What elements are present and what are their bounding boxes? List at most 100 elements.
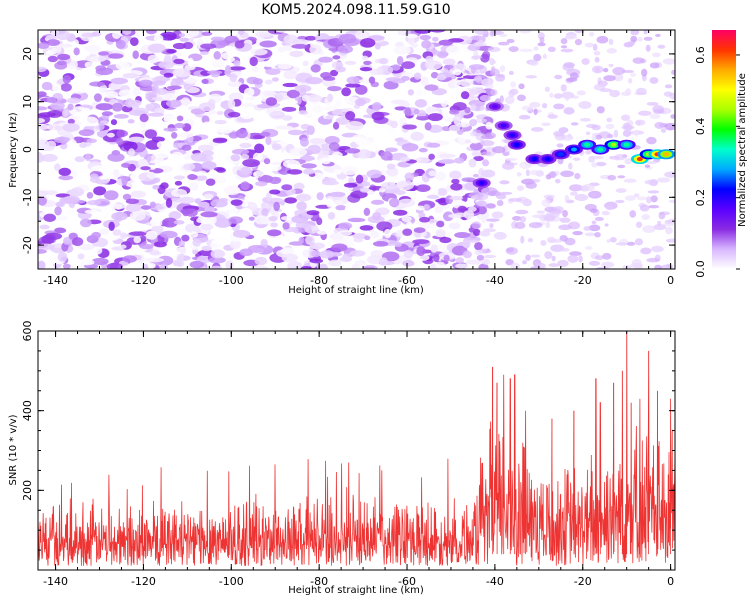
heatmap-cell — [38, 118, 46, 124]
heatmap-cell — [664, 226, 673, 235]
heatmap-cell — [268, 164, 282, 172]
heatmap-cell — [620, 91, 631, 97]
heatmap-cell — [122, 193, 132, 201]
signal-peak — [531, 157, 538, 162]
heatmap-cell — [489, 223, 494, 229]
heatmap-cell — [419, 216, 430, 223]
heatmap-cell — [78, 129, 95, 137]
heatmap-cell — [201, 245, 212, 252]
heatmap-cell — [173, 175, 185, 180]
heatmap-cell — [444, 64, 454, 70]
heatmap-cell — [617, 164, 626, 169]
heatmap-cell — [125, 203, 142, 213]
heatmap-cell — [479, 94, 491, 102]
heatmap-cell — [432, 186, 439, 197]
heatmap-cell — [471, 221, 482, 230]
heatmap-cell — [607, 174, 617, 181]
heatmap-cell — [121, 162, 131, 168]
heatmap-cell — [133, 236, 142, 244]
x-tick-label: -60 — [398, 274, 416, 287]
heatmap-cell — [41, 46, 58, 56]
heatmap-cell — [363, 266, 376, 269]
heatmap-cell — [448, 124, 461, 132]
heatmap-cell — [190, 152, 207, 162]
heatmap-cell — [345, 83, 361, 88]
heatmap-cell — [525, 75, 538, 79]
heatmap-cell — [54, 215, 69, 221]
heatmap-cell — [399, 156, 411, 162]
x-tick-label: -120 — [131, 575, 156, 588]
heatmap-cell — [128, 231, 147, 236]
heatmap-cell — [196, 255, 212, 264]
heatmap-cell — [179, 37, 189, 42]
heatmap-cell — [568, 162, 573, 170]
heatmap-cell — [240, 181, 250, 191]
heatmap-cell — [438, 39, 454, 46]
heatmap-cell — [335, 66, 346, 73]
heatmap-cell — [68, 177, 83, 187]
heatmap-cell — [449, 196, 464, 201]
heatmap-cell — [482, 159, 490, 167]
heatmap-cell — [240, 112, 254, 120]
heatmap-cell — [189, 231, 199, 238]
signal-peak — [557, 152, 564, 157]
heatmap-cell — [91, 31, 102, 37]
heatmap-cell — [379, 57, 389, 65]
heatmap-cell — [613, 129, 619, 138]
heatmap-cell — [505, 247, 518, 255]
heatmap-cell — [508, 70, 514, 76]
heatmap-cell — [269, 263, 280, 269]
heatmap-cell — [67, 139, 77, 149]
heatmap-cell — [264, 79, 273, 85]
heatmap-cell — [277, 63, 292, 70]
heatmap-cell — [612, 67, 626, 75]
heatmap-cell — [481, 151, 492, 156]
heatmap-cell — [594, 56, 600, 63]
heatmap-cell — [181, 144, 192, 151]
heatmap-cell — [557, 259, 569, 268]
heatmap-cell — [407, 89, 415, 96]
heatmap-cell — [139, 243, 154, 250]
heatmap-cell — [562, 63, 574, 71]
heatmap-cell — [456, 122, 471, 128]
heatmap-cell — [254, 256, 268, 266]
heatmap-cell — [262, 61, 278, 68]
heatmap-cell — [80, 259, 95, 266]
heatmap-cell — [316, 217, 323, 226]
heatmap-cell — [299, 86, 307, 97]
heatmap-cell — [548, 263, 559, 268]
heatmap-cell — [359, 225, 374, 231]
heatmap-cell — [374, 124, 391, 129]
heatmap-cell — [429, 30, 446, 33]
heatmap-cell — [181, 234, 190, 242]
heatmap-cell — [140, 205, 152, 210]
heatmap-cell — [615, 242, 629, 246]
heatmap-cell — [73, 47, 80, 56]
heatmap-cell — [179, 131, 194, 138]
heatmap-cell — [112, 229, 122, 236]
heatmap-cell — [301, 94, 310, 102]
heatmap-cell — [648, 204, 660, 209]
heatmap-cell — [588, 224, 601, 232]
heatmap-cell — [380, 181, 398, 190]
heatmap-cell — [624, 195, 636, 201]
heatmap-cell — [657, 44, 666, 49]
heatmap-cell — [338, 222, 353, 230]
heatmap-cell — [629, 210, 637, 218]
heatmap-cell — [230, 154, 241, 162]
heatmap-cell — [588, 260, 601, 266]
heatmap-cell — [55, 201, 65, 208]
heatmap-cell — [390, 120, 398, 129]
heatmap-cell — [113, 169, 120, 177]
heatmap-cell — [542, 53, 547, 60]
heatmap-cell — [491, 211, 504, 219]
heatmap-cell — [464, 106, 471, 114]
heatmap-cell — [265, 68, 281, 75]
heatmap-cell — [221, 52, 233, 60]
heatmap-cell — [132, 87, 142, 97]
heatmap-cell — [291, 39, 309, 45]
heatmap-cell — [607, 133, 614, 139]
heatmap-cell — [489, 190, 501, 196]
